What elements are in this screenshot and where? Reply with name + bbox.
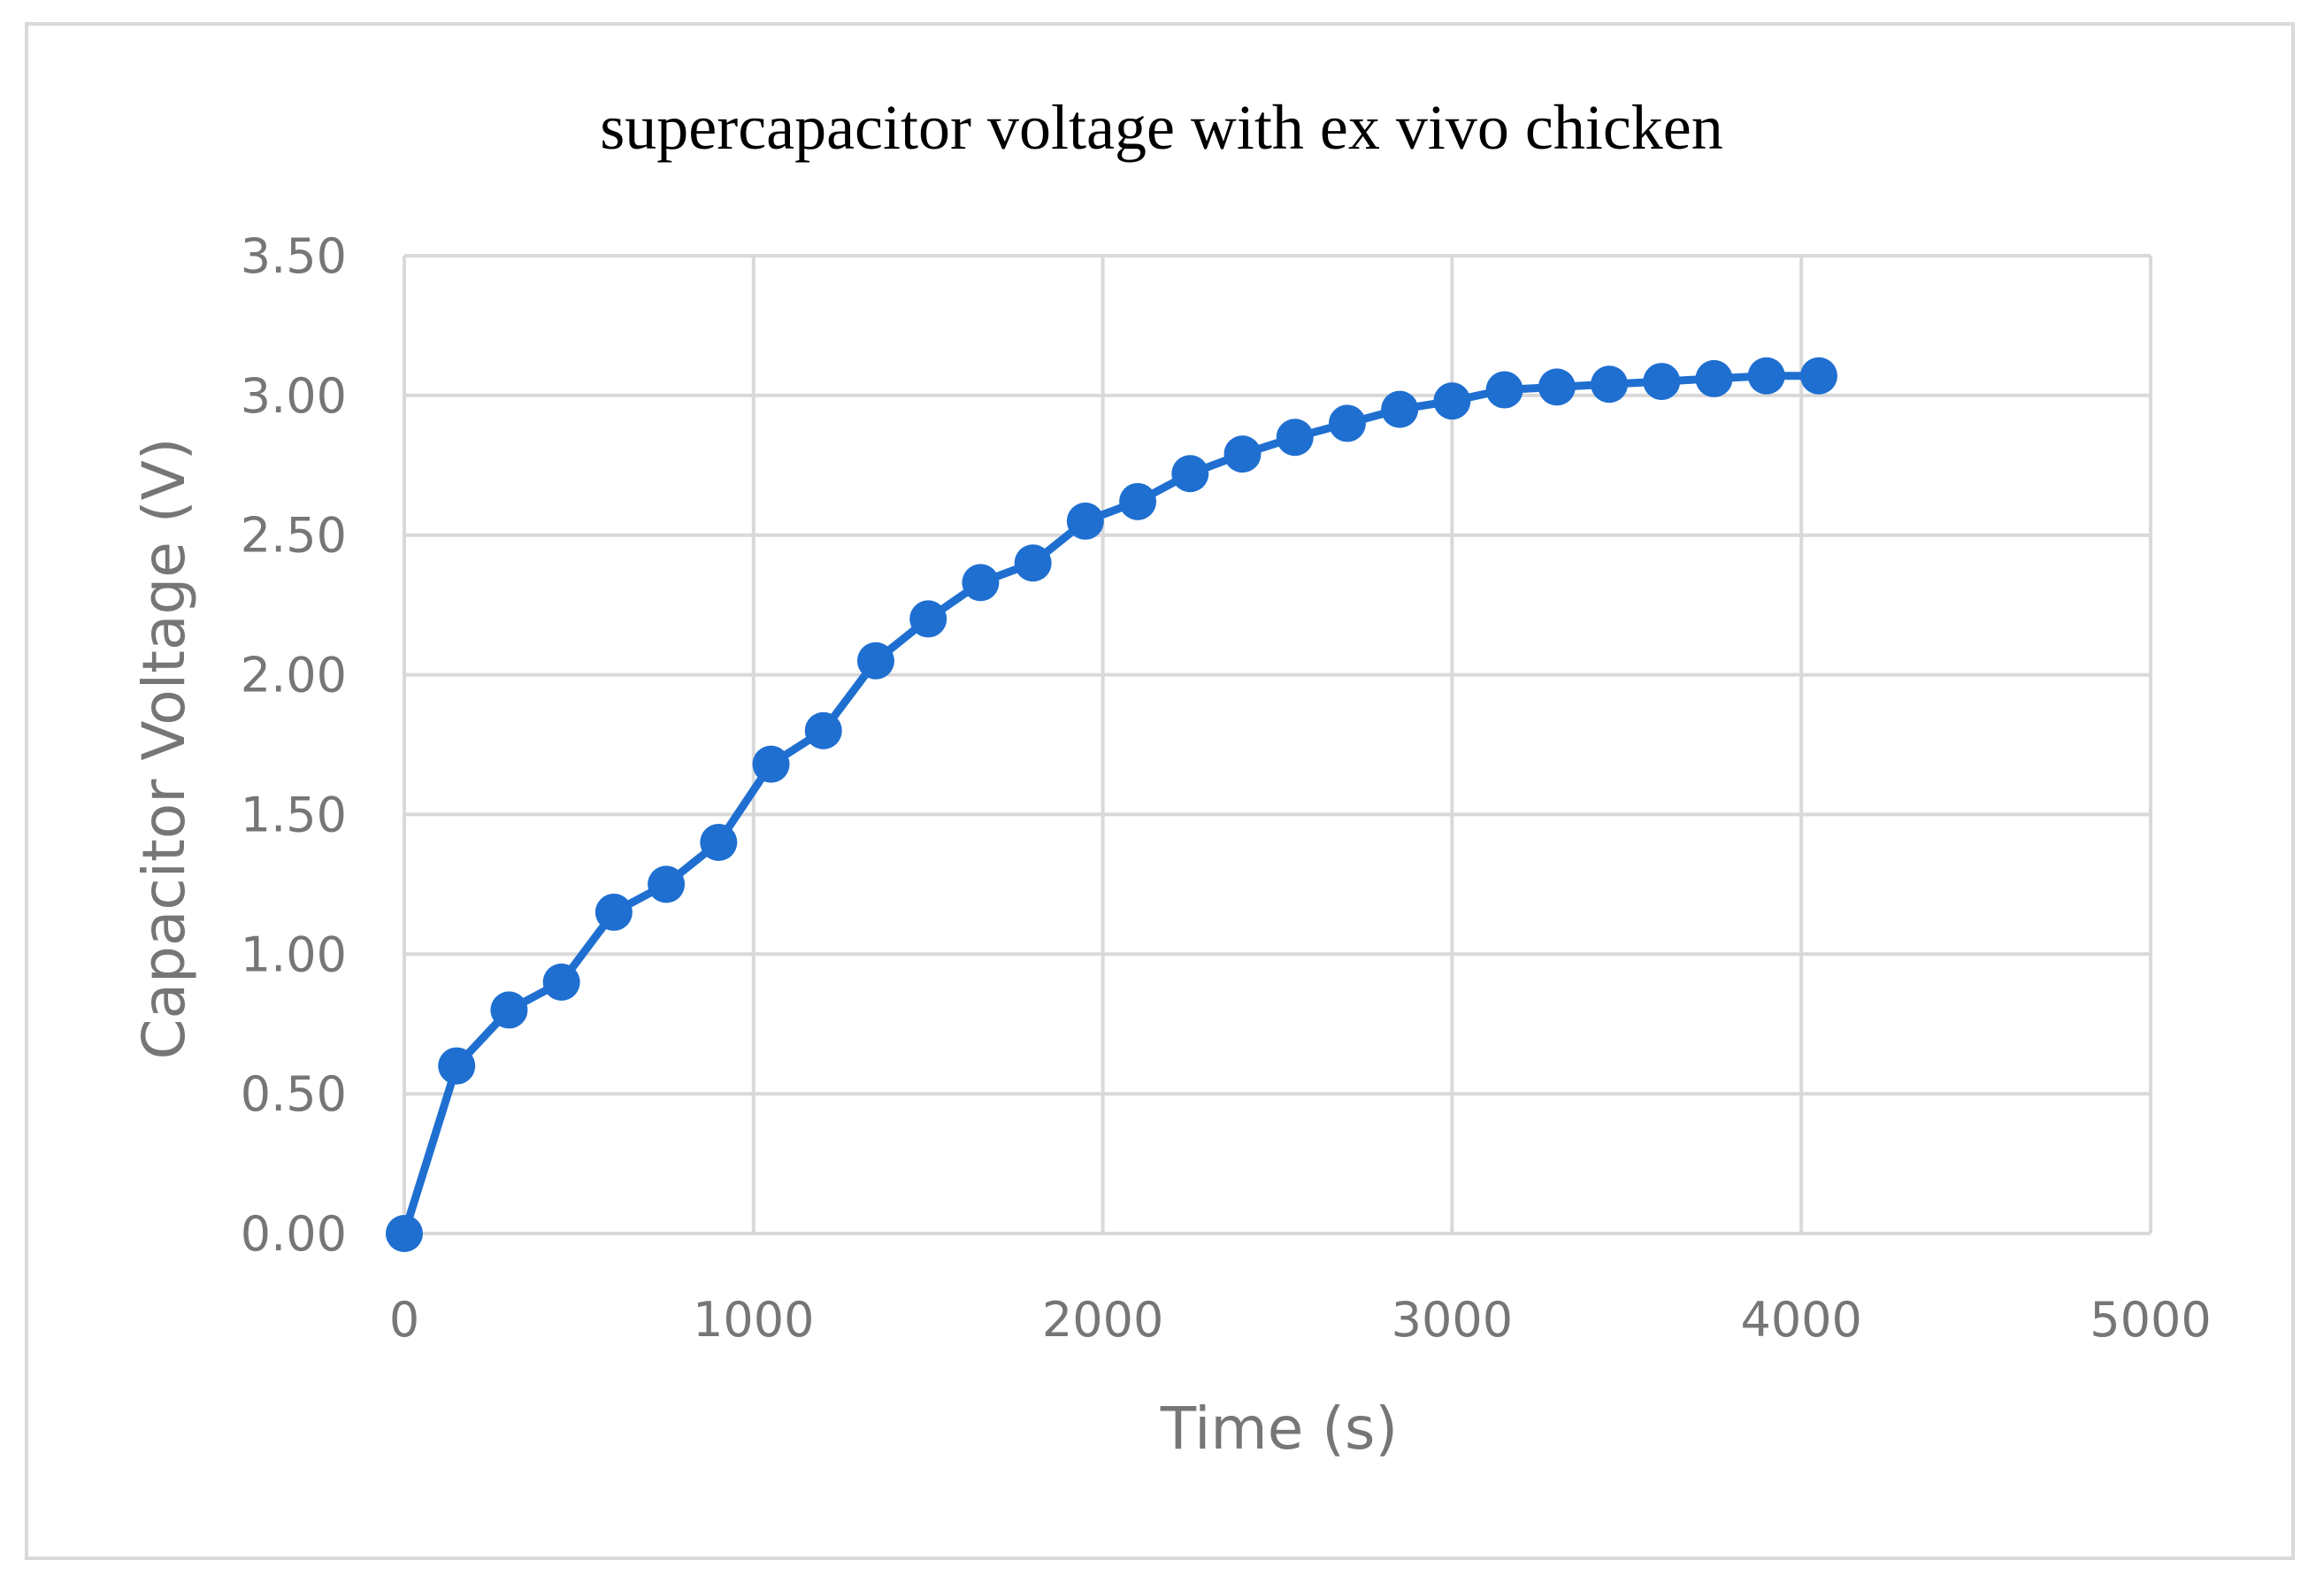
y-tick-labels: 0.00 0.50 1.00 1.50 2.00 2.50 3.00 3.50: [241, 228, 347, 1262]
y-tick-label: 0.50: [241, 1066, 347, 1122]
data-point: [594, 893, 633, 931]
data-point: [962, 564, 1000, 602]
x-tick-labels: 0 1000 2000 3000 4000 5000: [389, 1292, 2212, 1348]
data-point: [1066, 502, 1104, 540]
chart-title: supercapacitor voltage with ex vivo chic…: [600, 92, 1723, 163]
data-point: [438, 1047, 476, 1085]
series-line: [400, 372, 1819, 1235]
data-point: [1171, 455, 1209, 493]
data-point: [1538, 368, 1576, 406]
data-point: [909, 600, 947, 638]
x-axis-title: Time (s): [1160, 1395, 1398, 1463]
data-point: [1223, 435, 1262, 473]
data-point: [1799, 357, 1837, 395]
data-point: [1591, 365, 1629, 404]
data-point: [804, 711, 842, 749]
data-point: [752, 745, 790, 783]
data-point: [542, 963, 580, 1001]
x-tick-label: 4000: [1740, 1292, 1861, 1348]
data-point: [856, 642, 894, 680]
x-tick-label: 0: [389, 1292, 419, 1348]
data-point: [1643, 363, 1681, 401]
data-point: [1485, 371, 1523, 409]
x-tick-label: 5000: [2090, 1292, 2211, 1348]
data-point: [1381, 390, 1419, 428]
x-tick-label: 1000: [693, 1292, 814, 1348]
y-tick-label: 2.50: [241, 508, 347, 564]
y-tick-label: 1.00: [241, 926, 347, 982]
x-tick-label: 2000: [1042, 1292, 1163, 1348]
data-point: [1276, 419, 1314, 457]
y-axis-title: Capacitor Voltage (V): [130, 437, 198, 1059]
data-point: [1328, 404, 1366, 442]
x-tick-label: 3000: [1392, 1292, 1513, 1348]
data-point: [648, 865, 686, 903]
data-point: [1695, 359, 1733, 397]
y-tick-label: 3.50: [241, 228, 347, 284]
grid-lines: [403, 254, 2152, 1235]
series-layer: [386, 357, 1837, 1252]
y-tick-label: 0.00: [241, 1206, 347, 1262]
y-tick-label: 1.50: [241, 787, 347, 842]
data-point: [386, 1215, 423, 1252]
data-point: [1014, 544, 1052, 582]
data-point: [1433, 382, 1471, 420]
data-point: [700, 824, 738, 861]
data-point: [1747, 357, 1785, 395]
data-point: [1119, 482, 1157, 520]
y-tick-label: 2.00: [241, 648, 347, 703]
y-tick-label: 3.00: [241, 368, 347, 424]
data-point: [490, 991, 528, 1029]
